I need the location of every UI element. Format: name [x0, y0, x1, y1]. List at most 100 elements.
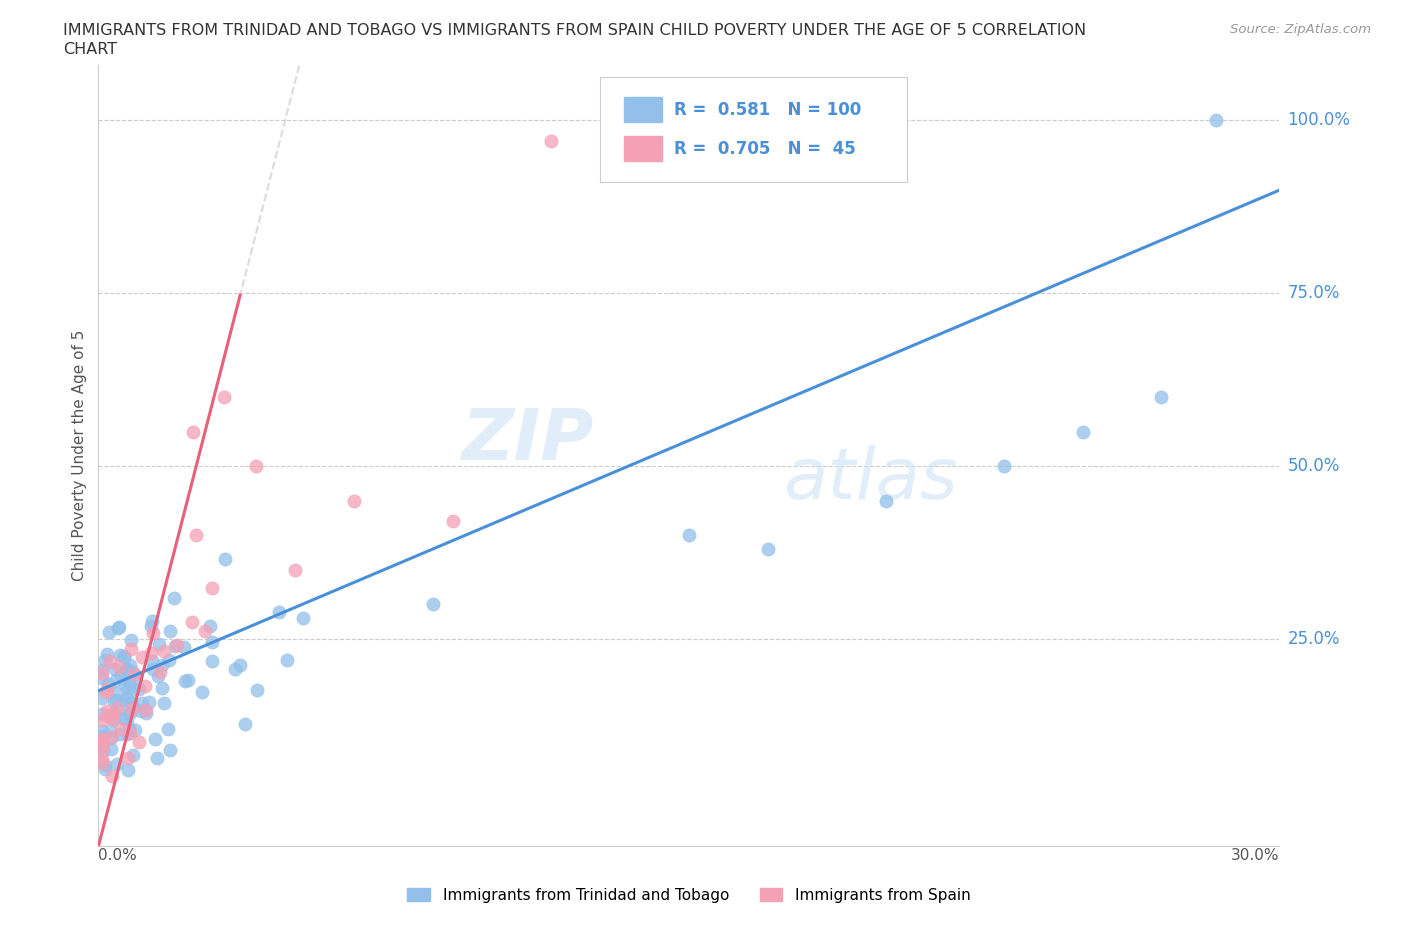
Point	[115, 715, 138, 730]
Point	[94, 652, 117, 667]
Point	[122, 748, 145, 763]
Point	[101, 712, 124, 727]
Text: 50.0%: 50.0%	[1288, 457, 1340, 475]
Point	[128, 735, 150, 750]
Point	[135, 705, 157, 720]
Point	[135, 703, 157, 718]
Point	[152, 644, 174, 658]
Point	[142, 625, 165, 640]
Point	[159, 743, 181, 758]
Point	[104, 662, 127, 677]
Point	[91, 756, 114, 771]
Point	[108, 659, 131, 674]
Point	[143, 731, 166, 746]
Point	[91, 690, 114, 705]
Point	[148, 669, 170, 684]
Point	[245, 458, 267, 473]
Text: 30.0%: 30.0%	[1232, 848, 1279, 863]
Point	[91, 737, 114, 752]
Text: 100.0%: 100.0%	[1288, 112, 1350, 129]
Point	[141, 645, 163, 660]
Legend: Immigrants from Trinidad and Tobago, Immigrants from Spain: Immigrants from Trinidad and Tobago, Imm…	[401, 882, 977, 909]
Point	[121, 701, 143, 716]
Point	[678, 527, 700, 542]
Point	[141, 653, 163, 668]
Point	[162, 591, 184, 605]
Point	[120, 706, 142, 721]
Point	[125, 669, 148, 684]
Y-axis label: Child Poverty Under the Age of 5: Child Poverty Under the Age of 5	[72, 330, 87, 581]
Point	[122, 700, 145, 715]
Point	[153, 696, 176, 711]
Point	[112, 711, 135, 726]
Point	[114, 677, 136, 692]
Point	[190, 684, 212, 699]
Point	[124, 667, 146, 682]
Text: Source: ZipAtlas.com: Source: ZipAtlas.com	[1230, 23, 1371, 36]
Point	[98, 654, 121, 669]
Point	[115, 690, 138, 705]
Point	[101, 707, 124, 722]
Point	[117, 762, 139, 777]
Text: ZIP: ZIP	[463, 405, 595, 474]
Point	[91, 751, 114, 766]
Point	[875, 493, 897, 508]
Point	[176, 672, 198, 687]
Text: 0.0%: 0.0%	[98, 848, 138, 863]
Text: atlas: atlas	[783, 445, 957, 513]
Point	[91, 707, 114, 722]
Point	[134, 679, 156, 694]
Point	[96, 684, 118, 699]
Point	[174, 674, 197, 689]
Point	[124, 723, 146, 737]
Point	[1205, 113, 1227, 127]
Point	[201, 634, 224, 649]
Point	[138, 695, 160, 710]
Point	[112, 649, 135, 664]
Point	[117, 681, 139, 696]
Point	[150, 658, 173, 672]
Point	[128, 682, 150, 697]
Point	[224, 662, 246, 677]
Point	[201, 654, 224, 669]
Point	[131, 696, 153, 711]
Point	[104, 692, 127, 707]
Point	[94, 762, 117, 777]
Point	[104, 672, 127, 687]
Point	[118, 674, 141, 689]
Bar	[624, 136, 662, 161]
Point	[115, 727, 138, 742]
Point	[181, 615, 204, 630]
Point	[120, 632, 142, 647]
Point	[91, 728, 114, 743]
Point	[181, 424, 204, 439]
Point	[103, 707, 125, 722]
Point	[107, 700, 129, 715]
Point	[91, 666, 114, 681]
Point	[146, 751, 169, 765]
Point	[108, 619, 131, 634]
Point	[110, 722, 132, 737]
Point	[108, 647, 131, 662]
Bar	[624, 97, 662, 122]
Point	[152, 681, 174, 696]
Text: 75.0%: 75.0%	[1288, 285, 1340, 302]
Point	[142, 661, 165, 676]
Text: R =  0.581   N = 100: R = 0.581 N = 100	[673, 100, 860, 119]
Point	[246, 683, 269, 698]
Point	[165, 639, 187, 654]
Point	[267, 604, 290, 619]
Point	[186, 527, 208, 542]
Point	[117, 661, 139, 676]
FancyBboxPatch shape	[600, 77, 907, 182]
Point	[100, 741, 122, 756]
Point	[276, 652, 298, 667]
Point	[94, 758, 117, 773]
Point	[103, 694, 125, 709]
Point	[156, 722, 179, 737]
Point	[149, 665, 172, 680]
Point	[98, 625, 121, 640]
Point	[292, 611, 315, 626]
Point	[120, 695, 142, 710]
Point	[98, 724, 121, 738]
